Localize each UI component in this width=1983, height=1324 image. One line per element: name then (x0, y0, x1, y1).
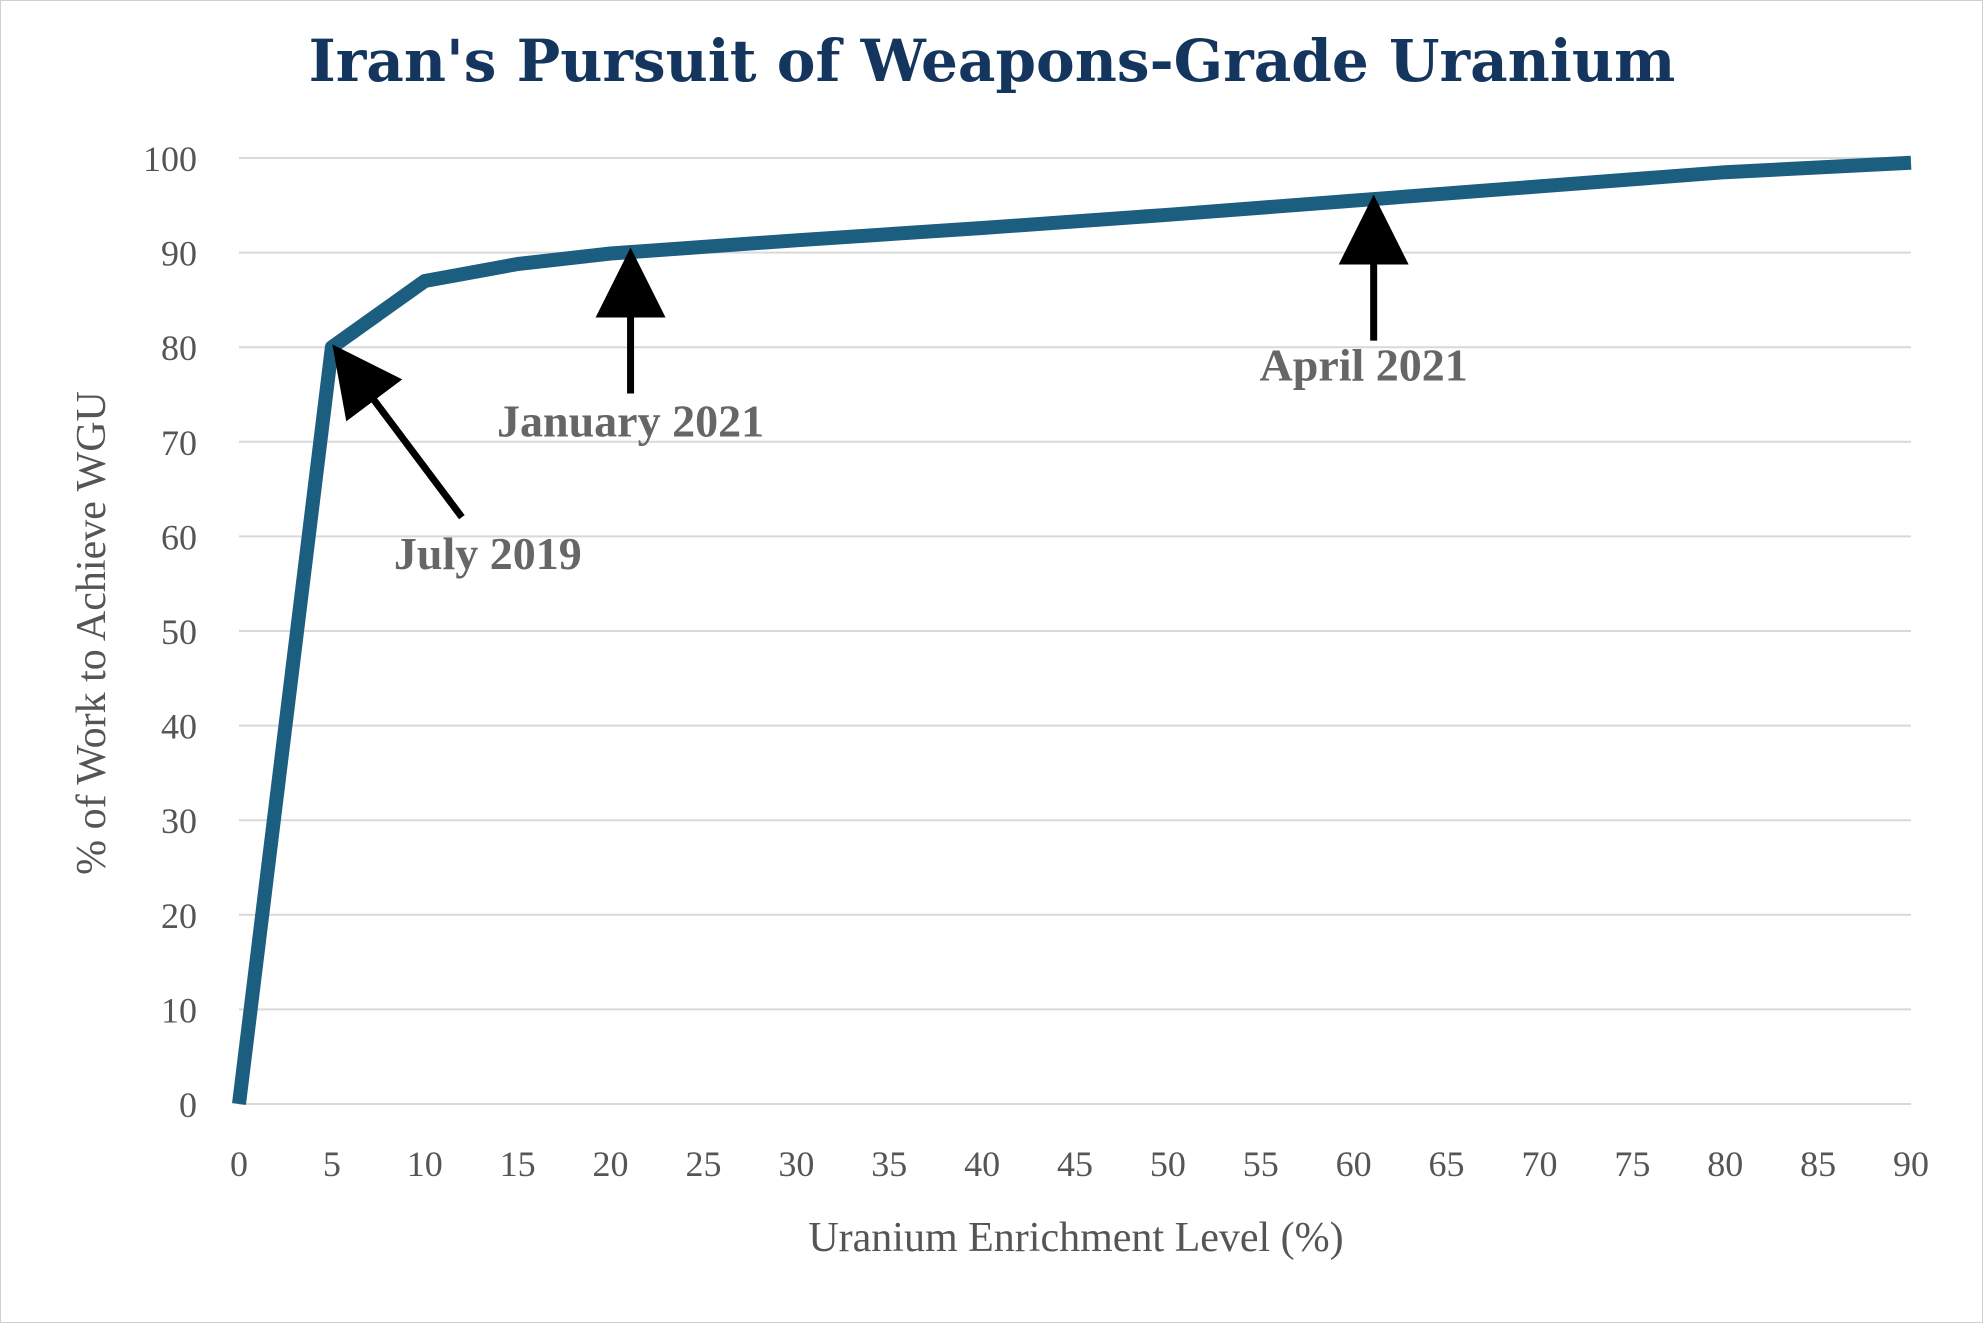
series-line (232, 155, 1912, 1105)
annotation-january-2021: January 2021 (497, 396, 764, 447)
chart-title: Iran's Pursuit of Weapons-Grade Uranium (309, 27, 1676, 95)
x-tick-label: 75 (1614, 1144, 1650, 1184)
annotation-arrow-july-2019 (332, 344, 465, 520)
y-axis-ticks: 0 10 20 30 40 50 60 70 80 90 100 (143, 139, 197, 1125)
grid-lines (239, 157, 1911, 1105)
y-tick-label: 60 (161, 517, 197, 557)
y-tick-label: 0 (179, 1085, 197, 1125)
x-tick-label: 70 (1521, 1144, 1557, 1184)
x-tick-label: 40 (964, 1144, 1000, 1184)
x-tick-label: 20 (593, 1144, 629, 1184)
y-tick-label: 100 (143, 139, 197, 179)
y-tick-label: 20 (161, 896, 197, 936)
y-tick-label: 70 (161, 423, 197, 463)
x-tick-label: 60 (1336, 1144, 1372, 1184)
x-tick-label: 35 (871, 1144, 907, 1184)
x-tick-label: 10 (407, 1144, 443, 1184)
x-axis-ticks: 0 5 10 15 20 25 30 35 40 45 50 55 60 65 70 75 80 85 90 (230, 1144, 1929, 1184)
y-tick-label: 50 (161, 612, 197, 652)
y-axis-label: % of Work to Achieve WGU (69, 391, 115, 875)
x-tick-label: 25 (685, 1144, 721, 1184)
x-tick-label: 85 (1800, 1144, 1836, 1184)
y-tick-label: 90 (161, 234, 197, 274)
x-tick-label: 65 (1429, 1144, 1465, 1184)
annotation-july-2019: July 2019 (394, 528, 582, 579)
y-tick-label: 40 (161, 707, 197, 747)
y-tick-label: 10 (161, 990, 197, 1030)
x-tick-label: 5 (323, 1144, 341, 1184)
x-tick-label: 0 (230, 1144, 248, 1184)
y-tick-label: 30 (161, 801, 197, 841)
x-axis-label: Uranium Enrichment Level (%) (808, 1215, 1343, 1261)
y-tick-label: 80 (161, 328, 197, 368)
x-tick-label: 15 (500, 1144, 536, 1184)
annotations: July 2019 January 2021 April 2021 (332, 194, 1468, 579)
x-tick-label: 50 (1150, 1144, 1186, 1184)
x-tick-label: 45 (1057, 1144, 1093, 1184)
x-tick-label: 30 (778, 1144, 814, 1184)
annotation-april-2021: April 2021 (1260, 340, 1468, 391)
x-tick-label: 80 (1707, 1144, 1743, 1184)
x-tick-label: 55 (1243, 1144, 1279, 1184)
x-tick-label: 90 (1893, 1144, 1929, 1184)
